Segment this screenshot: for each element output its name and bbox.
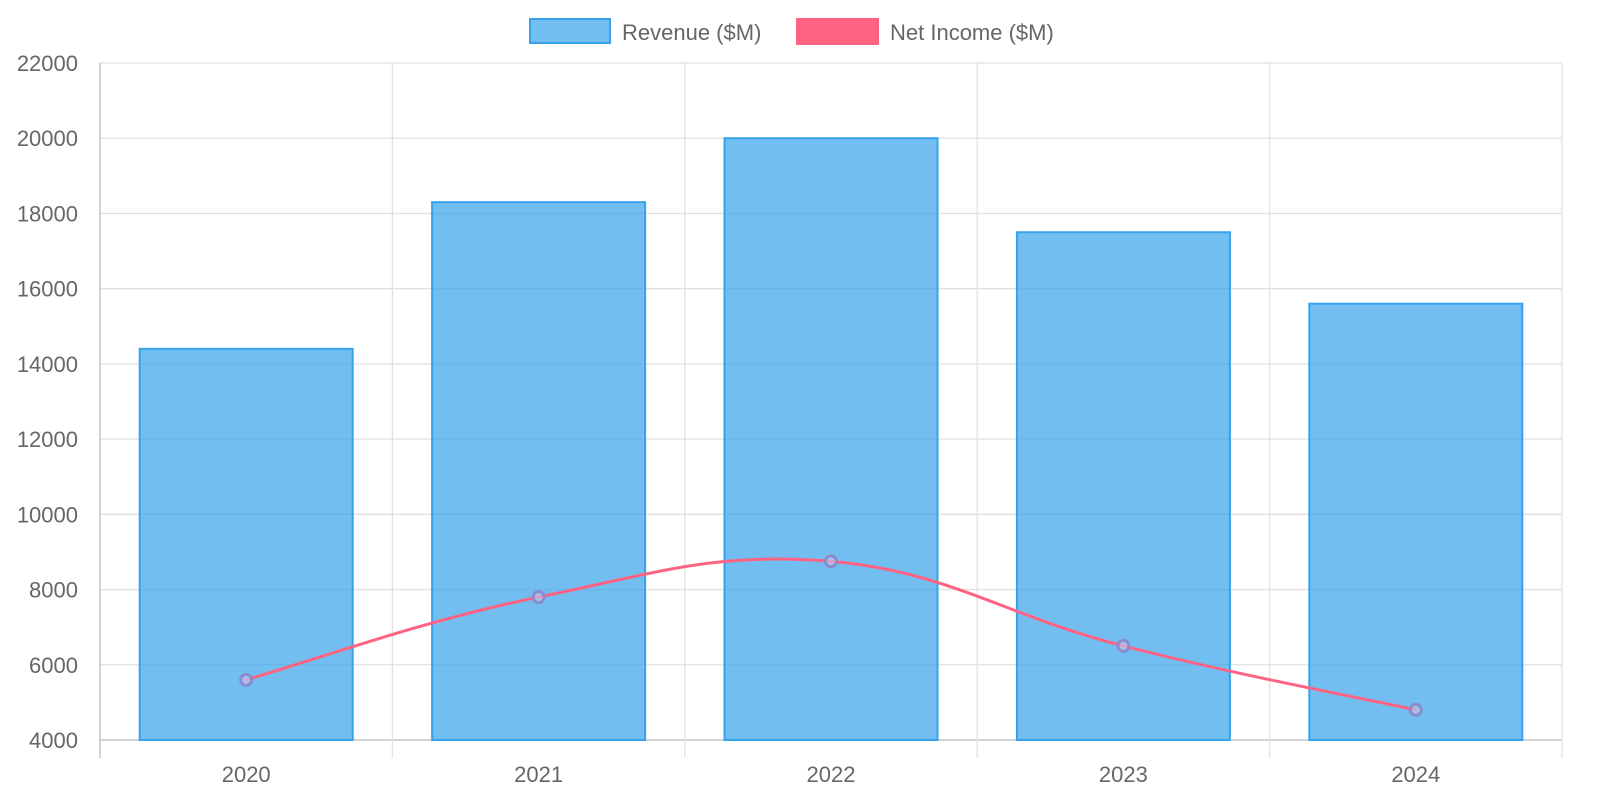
y-tick-label: 14000 [17,352,78,377]
revenue-bar-2021 [431,201,647,741]
net-income-point-2022 [824,554,838,569]
net-income-point-2024 [1408,702,1423,717]
revenue-bars [138,137,1524,741]
axes: 4000 6000 8000 10000 12000 14000 16000 18000 200… [17,51,1440,787]
y-tick-label: 16000 [17,277,78,302]
y-tick-label: 4000 [29,728,78,753]
y-tick-label: 18000 [17,201,78,226]
x-tick-label: 2022 [807,762,856,787]
legend-net-income-label: Net Income ($M) [890,20,1054,45]
y-tick-label: 8000 [29,578,78,603]
x-tick-label: 2021 [514,762,563,787]
legend-net-income-swatch [796,18,879,45]
net-income-point-2021 [531,590,546,605]
y-tick-label: 20000 [17,126,78,151]
x-tick-label: 2023 [1099,762,1148,787]
x-tick-label: 2024 [1391,762,1440,787]
legend-revenue-swatch [529,18,611,44]
revenue-bar-2023 [1015,231,1231,741]
legend-revenue-label: Revenue ($M) [622,20,761,45]
y-tick-label: 12000 [17,427,78,452]
revenue-bar-2022 [723,137,939,741]
net-income-point-2023 [1116,638,1131,653]
y-tick-label: 22000 [17,51,78,76]
net-income-line-series [239,554,1423,717]
x-tick-label: 2020 [222,762,271,787]
y-tick-label: 10000 [17,502,78,527]
net-income-point-2020 [239,672,254,687]
revenue-bar-2024 [1308,302,1524,741]
y-tick-label: 6000 [29,653,78,678]
legend: Revenue ($M) Net Income ($M) [529,18,1054,45]
